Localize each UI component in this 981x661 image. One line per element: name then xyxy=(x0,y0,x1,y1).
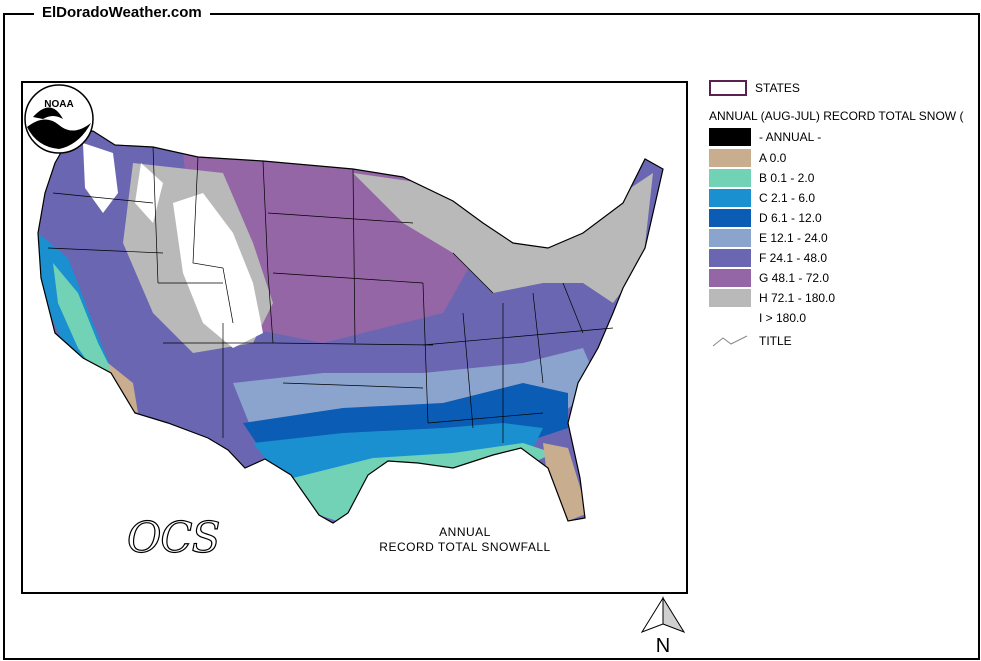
title-line-icon xyxy=(712,335,748,347)
map-caption: ANNUAL RECORD TOTAL SNOWFALL xyxy=(375,525,555,555)
legend-group: - ANNUAL - xyxy=(709,128,821,146)
snowfall-map xyxy=(37,130,664,524)
legend-class-label: E 12.1 - 24.0 xyxy=(759,231,828,245)
legend-swatch xyxy=(709,169,751,187)
north-arrow-icon: N xyxy=(640,596,686,656)
legend-class-label: C 2.1 - 6.0 xyxy=(759,191,816,205)
us-outline xyxy=(37,130,664,524)
noaa-logo-icon: NOAA xyxy=(24,84,94,154)
group-swatch xyxy=(709,128,751,146)
caption-line-1: ANNUAL xyxy=(439,525,491,539)
legend-class-row: G 48.1 - 72.0 xyxy=(709,269,829,287)
site-title[interactable]: ElDoradoWeather.com xyxy=(34,4,210,22)
legend-swatch xyxy=(709,229,751,247)
state-borders xyxy=(47,146,614,443)
legend-swatch xyxy=(709,309,751,327)
title-label: TITLE xyxy=(759,334,792,348)
legend-class-row: B 0.1 - 2.0 xyxy=(709,169,814,187)
legend-class-label: G 48.1 - 72.0 xyxy=(759,271,830,285)
north-label: N xyxy=(656,635,670,656)
legend-class-row: I > 180.0 xyxy=(709,309,806,327)
legend-class-label: A 0.0 xyxy=(759,151,787,165)
legend-class-row: A 0.0 xyxy=(709,149,786,167)
legend-swatch xyxy=(709,149,751,167)
legend-swatch xyxy=(709,209,751,227)
legend-class-row: C 2.1 - 6.0 xyxy=(709,189,815,207)
legend-class-label: F 24.1 - 48.0 xyxy=(759,251,828,265)
outer-frame xyxy=(3,13,980,660)
ocs-logo-text: OCS xyxy=(126,512,221,562)
states-swatch xyxy=(709,80,747,96)
noaa-logo-text: NOAA xyxy=(44,99,73,110)
legend-class-row: E 12.1 - 24.0 xyxy=(709,229,828,247)
legend-class-row: D 6.1 - 12.0 xyxy=(709,209,822,227)
legend-class-label: H 72.1 - 180.0 xyxy=(759,291,836,305)
legend-class-label: B 0.1 - 2.0 xyxy=(759,171,815,185)
group-label: - ANNUAL - xyxy=(759,130,822,144)
legend-swatch xyxy=(709,189,751,207)
legend-class-label: D 6.1 - 12.0 xyxy=(759,211,822,225)
legend-states: STATES xyxy=(709,79,800,97)
caption-line-2: RECORD TOTAL SNOWFALL xyxy=(379,540,551,554)
legend: STATES ANNUAL (AUG-JUL) RECORD TOTAL SNO… xyxy=(709,79,981,349)
map-frame: NOAA OCS ANNUAL RECORD TOTAL SNOWFALL xyxy=(21,81,688,594)
legend-class-label: I > 180.0 xyxy=(759,311,807,325)
snow-zones xyxy=(38,131,663,523)
legend-header: ANNUAL (AUG-JUL) RECORD TOTAL SNOW ( xyxy=(709,109,964,123)
legend-swatch xyxy=(709,289,751,307)
legend-swatch xyxy=(709,269,751,287)
legend-class-row: F 24.1 - 48.0 xyxy=(709,249,827,267)
legend-class-row: H 72.1 - 180.0 xyxy=(709,289,835,307)
states-label: STATES xyxy=(755,81,800,95)
legend-swatch xyxy=(709,249,751,267)
legend-title: TITLE xyxy=(709,332,792,349)
